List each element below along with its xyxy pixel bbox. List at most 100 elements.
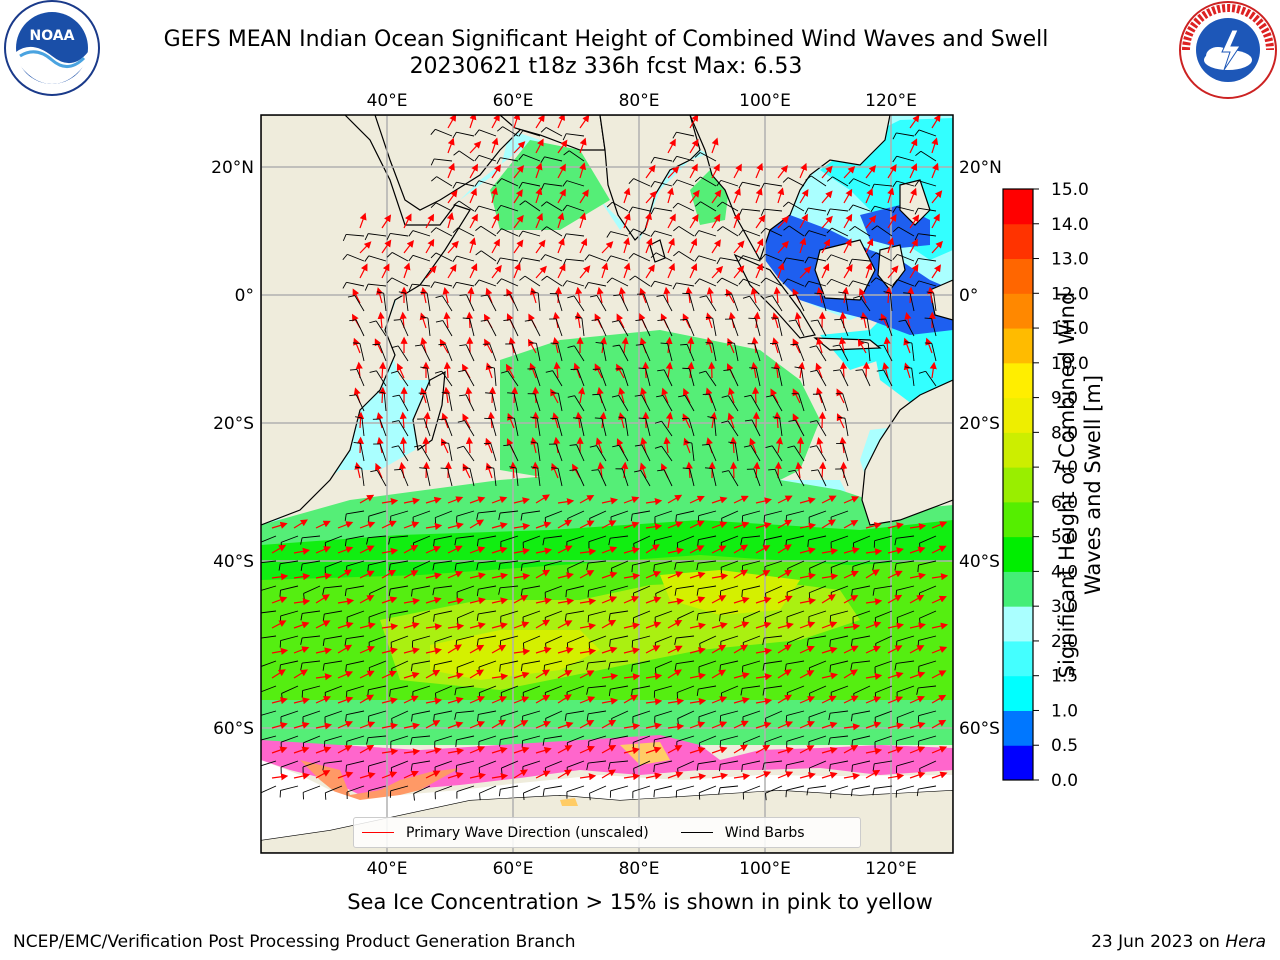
wind-barb (412, 660, 431, 665)
wind-barb-flag (905, 341, 913, 344)
wind-barb (911, 343, 915, 362)
wind-barb (456, 181, 475, 187)
wave-arrow (794, 311, 802, 329)
wind-barb (809, 560, 827, 569)
wind-barb (500, 585, 519, 589)
wave-arrow (513, 115, 521, 129)
wind-barb (412, 510, 431, 518)
wave-arrow (271, 669, 286, 679)
wind-barb (346, 233, 365, 237)
wind-barb (280, 735, 299, 743)
wind-barb-flag (789, 294, 797, 297)
wind-barb-flag (894, 538, 897, 546)
wind-barb (655, 585, 673, 594)
wave-arrow (535, 669, 551, 679)
wave-arrow (579, 265, 591, 279)
wave-arrow (859, 287, 867, 304)
wave-arrow (535, 619, 551, 629)
wind-barb-flag (696, 588, 699, 596)
wind-barb (918, 635, 937, 641)
wind-barb (478, 660, 497, 668)
wave-arrow (623, 647, 640, 655)
wind-barb (413, 535, 431, 544)
wind-barb (706, 295, 717, 312)
wind-barb (361, 418, 365, 437)
wave-arrow (403, 621, 420, 629)
wind-barb (383, 393, 387, 412)
wind-barb (698, 610, 717, 615)
wind-barb (729, 369, 739, 387)
wave-arrow (795, 461, 803, 479)
wind-barb-flag (771, 367, 779, 369)
wave-arrow (755, 214, 766, 229)
wind-barb (545, 635, 563, 644)
wind-barb (645, 368, 651, 387)
wave-arrow (667, 597, 685, 605)
wave-arrow (799, 696, 816, 704)
wave-arrow (535, 547, 553, 555)
wind-barb-flag (770, 317, 779, 319)
wave-arrow (621, 336, 629, 354)
wind-barb-flag (414, 344, 423, 347)
wind-barb (435, 128, 453, 137)
wind-barb (420, 445, 431, 462)
wave-arrow (403, 239, 414, 254)
wind-barb-flag (721, 395, 729, 398)
colorbar-swatch (1003, 432, 1033, 468)
wind-barb-flag (300, 662, 303, 671)
borneo-landmass (814, 239, 876, 301)
wind-barb (853, 178, 871, 187)
wave-arrow (816, 337, 824, 354)
wave-arrow (315, 620, 331, 629)
wind-barb-flag (364, 255, 370, 262)
wind-barb (677, 535, 695, 544)
wind-barb-flag (806, 638, 809, 646)
wave-arrow (775, 436, 783, 454)
wind-barb (786, 610, 805, 618)
wind-barb (544, 585, 563, 593)
wind-barb (566, 610, 585, 615)
wave-arrow (579, 162, 587, 179)
wind-barb (621, 368, 629, 387)
wave-arrow (799, 497, 816, 504)
wind-barb (622, 468, 629, 487)
wind-barb (831, 227, 849, 237)
wave-arrow (663, 436, 671, 454)
wave-arrow (799, 621, 816, 629)
wave-arrow (883, 336, 891, 354)
wind-barb-flag (349, 319, 357, 322)
wind-barb (545, 685, 563, 693)
wave-arrow (843, 165, 856, 179)
wind-barb (676, 179, 695, 187)
wave-arrow (485, 437, 493, 454)
wave-arrow (727, 387, 735, 404)
wave-arrow (575, 411, 583, 429)
wind-barb (788, 201, 805, 212)
wave-arrow (491, 164, 501, 179)
wave-arrow (378, 361, 387, 379)
wind-barb (412, 230, 431, 237)
wind-barb (390, 510, 409, 517)
wave-arrow (640, 387, 647, 404)
wind-barb (435, 202, 453, 212)
wind-barb-flag (618, 416, 626, 419)
wind-barb-flag (434, 370, 442, 374)
wind-barb (412, 685, 431, 693)
wind-barb (764, 685, 783, 690)
wind-barb (346, 685, 365, 692)
wind-barb-flag (507, 392, 515, 394)
wind-barb (918, 258, 937, 262)
wind-barb (368, 233, 387, 237)
wind-barb (500, 660, 519, 666)
wind-barb (369, 585, 387, 594)
wind-barb (632, 560, 651, 566)
wave-arrow (601, 520, 617, 529)
map-legend: Primary Wave Direction (unscaled) Wind B… (353, 817, 861, 848)
wind-barb (596, 295, 607, 312)
wind-barb-flag (828, 713, 831, 721)
map-area (261, 115, 953, 853)
wind-barb-flag (530, 466, 538, 469)
wave-arrow (887, 622, 905, 630)
wind-barb (465, 394, 475, 412)
